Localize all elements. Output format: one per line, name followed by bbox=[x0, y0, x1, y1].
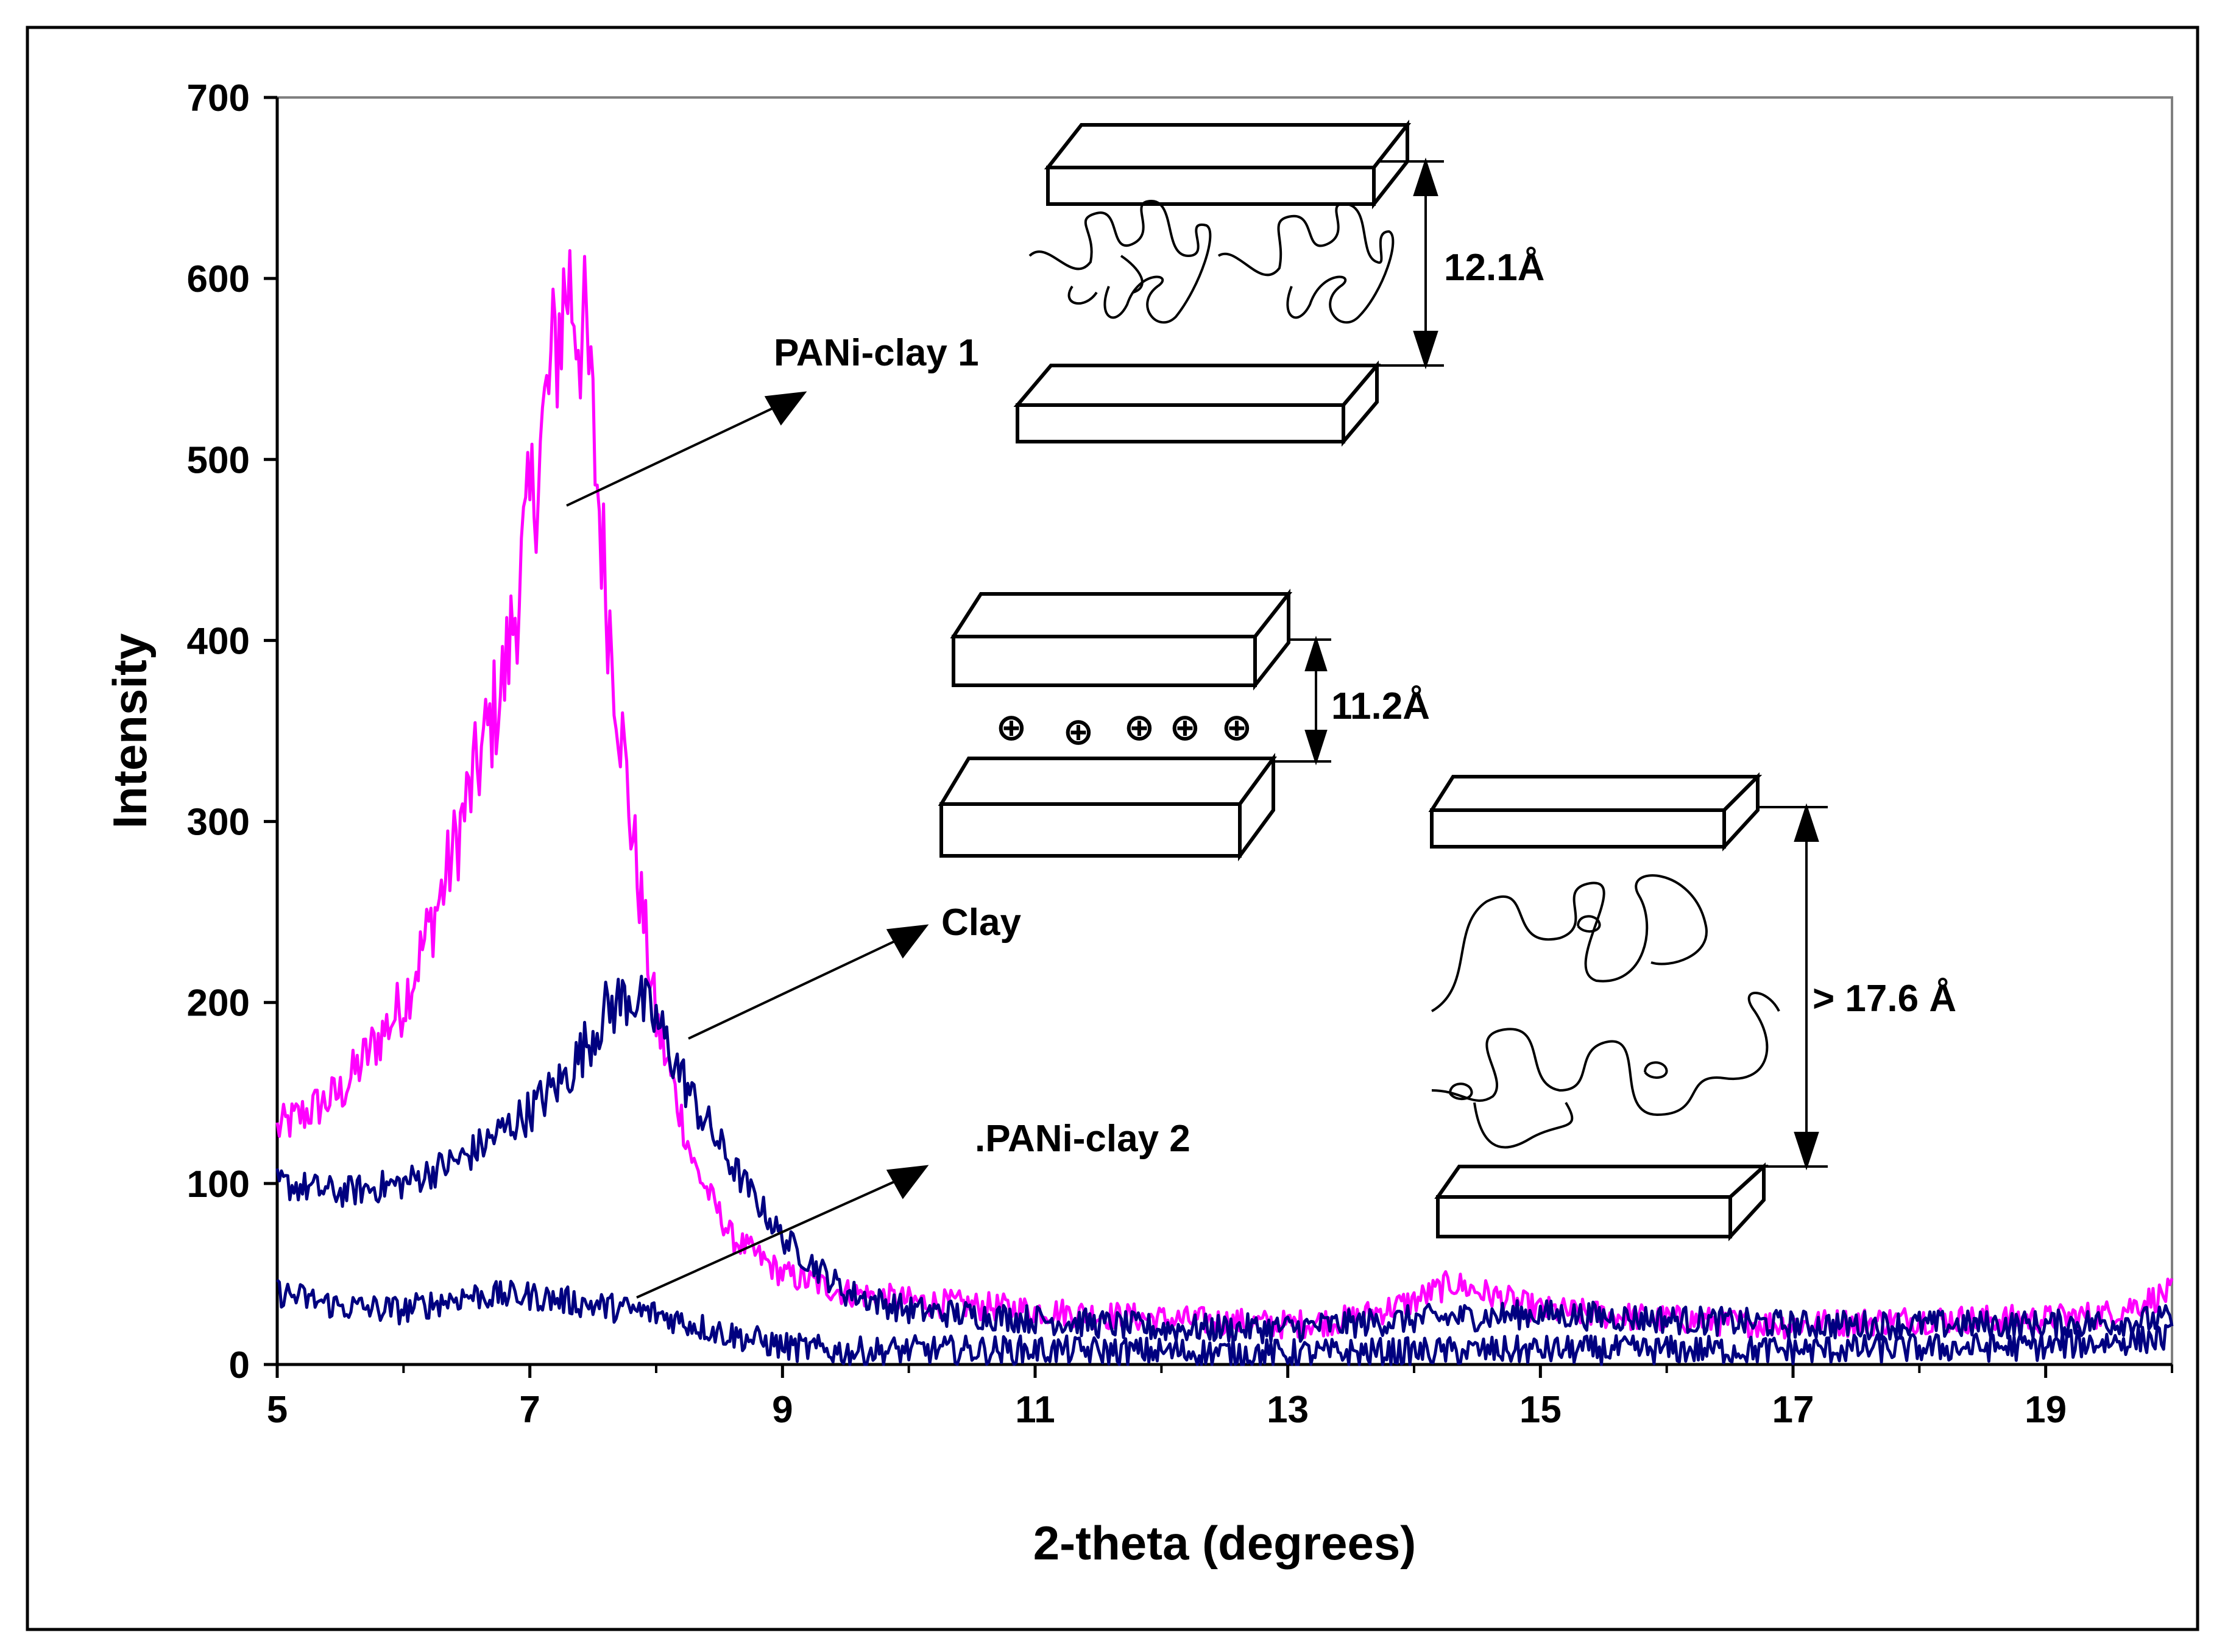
schematic-pani-clay-1 bbox=[1013, 119, 1444, 447]
clay-layer-bottom-3 bbox=[1434, 1162, 1769, 1241]
cations: ⊕ ⊕ ⊕ ⊕ ⊕ bbox=[996, 707, 1253, 753]
polymer-chains-3 bbox=[1431, 874, 1780, 1149]
x-tick-label: 15 bbox=[1519, 1389, 1562, 1431]
arrow-pani-clay-2 bbox=[636, 1174, 908, 1299]
x-tick-label: 17 bbox=[1772, 1389, 1814, 1431]
y-tick-label: 100 bbox=[187, 1163, 250, 1205]
polymer-coils-1 bbox=[1028, 199, 1395, 324]
arrow-head-pani-clay-2 bbox=[886, 1165, 929, 1199]
clay-layer-bottom-2 bbox=[938, 752, 1277, 862]
arrow-head-clay bbox=[886, 924, 929, 959]
y-tick-label: 200 bbox=[187, 983, 250, 1025]
label-pani-clay-1: PANi-clay 1 bbox=[774, 332, 979, 374]
y-tick-label: 300 bbox=[187, 802, 250, 844]
spacing-arrow-3 bbox=[1758, 803, 1828, 1171]
schematic-clay bbox=[938, 588, 1331, 862]
y-tick-label: 600 bbox=[187, 258, 250, 300]
y-tick-label: 0 bbox=[229, 1344, 250, 1386]
plot-area bbox=[276, 96, 2173, 1366]
x-tick-label: 11 bbox=[1015, 1389, 1055, 1431]
spacing-label-pani-clay-1: 12.1Å bbox=[1444, 247, 1544, 289]
x-tick-label: 7 bbox=[519, 1389, 540, 1431]
cation-symbol: ⊕ bbox=[1123, 707, 1155, 749]
arrow-clay bbox=[688, 934, 908, 1040]
cation-symbol: ⊕ bbox=[996, 707, 1027, 749]
label-arrows bbox=[566, 391, 929, 1299]
series-line-pani-clay-2 bbox=[276, 1279, 2173, 1366]
cation-symbol: ⊕ bbox=[1169, 707, 1201, 749]
label-pani-clay-2: .PANi-clay 2 bbox=[975, 1118, 1190, 1160]
cation-symbol: ⊕ bbox=[1063, 711, 1094, 753]
cation-symbol: ⊕ bbox=[1221, 707, 1253, 749]
clay-layer-top-2 bbox=[950, 588, 1293, 691]
x-axis-title: 2-theta (degrees) bbox=[1033, 1516, 1417, 1570]
series-line-clay bbox=[275, 975, 2174, 1344]
spacing-arrow-1 bbox=[1377, 157, 1444, 370]
y-tick-label: 400 bbox=[187, 620, 250, 662]
x-tick-label: 19 bbox=[2025, 1389, 2067, 1431]
spacing-label-pani-clay-2: > 17.6 Å bbox=[1813, 978, 1956, 1020]
clay-layer-top-3 bbox=[1428, 772, 1763, 852]
label-clay: Clay bbox=[941, 902, 1021, 944]
clay-layer-top-1 bbox=[1044, 119, 1412, 210]
x-tick-label: 9 bbox=[772, 1389, 793, 1431]
schematic-pani-clay-2 bbox=[1428, 772, 1828, 1241]
arrow-pani-clay-1 bbox=[566, 401, 787, 507]
axes: 0 100 200 300 400 500 600 700 5 7 9 11 13 15 17 19 bbox=[187, 77, 2173, 1431]
spacing-label-clay: 11.2Å bbox=[1331, 685, 1430, 727]
clay-layer-bottom-1 bbox=[1013, 360, 1381, 447]
x-tick-label: 5 bbox=[267, 1389, 288, 1431]
y-axis-title: Intensity bbox=[103, 634, 157, 829]
x-tick-label: 13 bbox=[1267, 1389, 1309, 1431]
arrow-head-pani-clay-1 bbox=[764, 391, 807, 426]
series-layer bbox=[275, 249, 2174, 1366]
y-tick-label: 500 bbox=[187, 439, 250, 481]
spacing-arrow-2 bbox=[1273, 635, 1331, 766]
y-tick-label: 700 bbox=[187, 77, 250, 119]
